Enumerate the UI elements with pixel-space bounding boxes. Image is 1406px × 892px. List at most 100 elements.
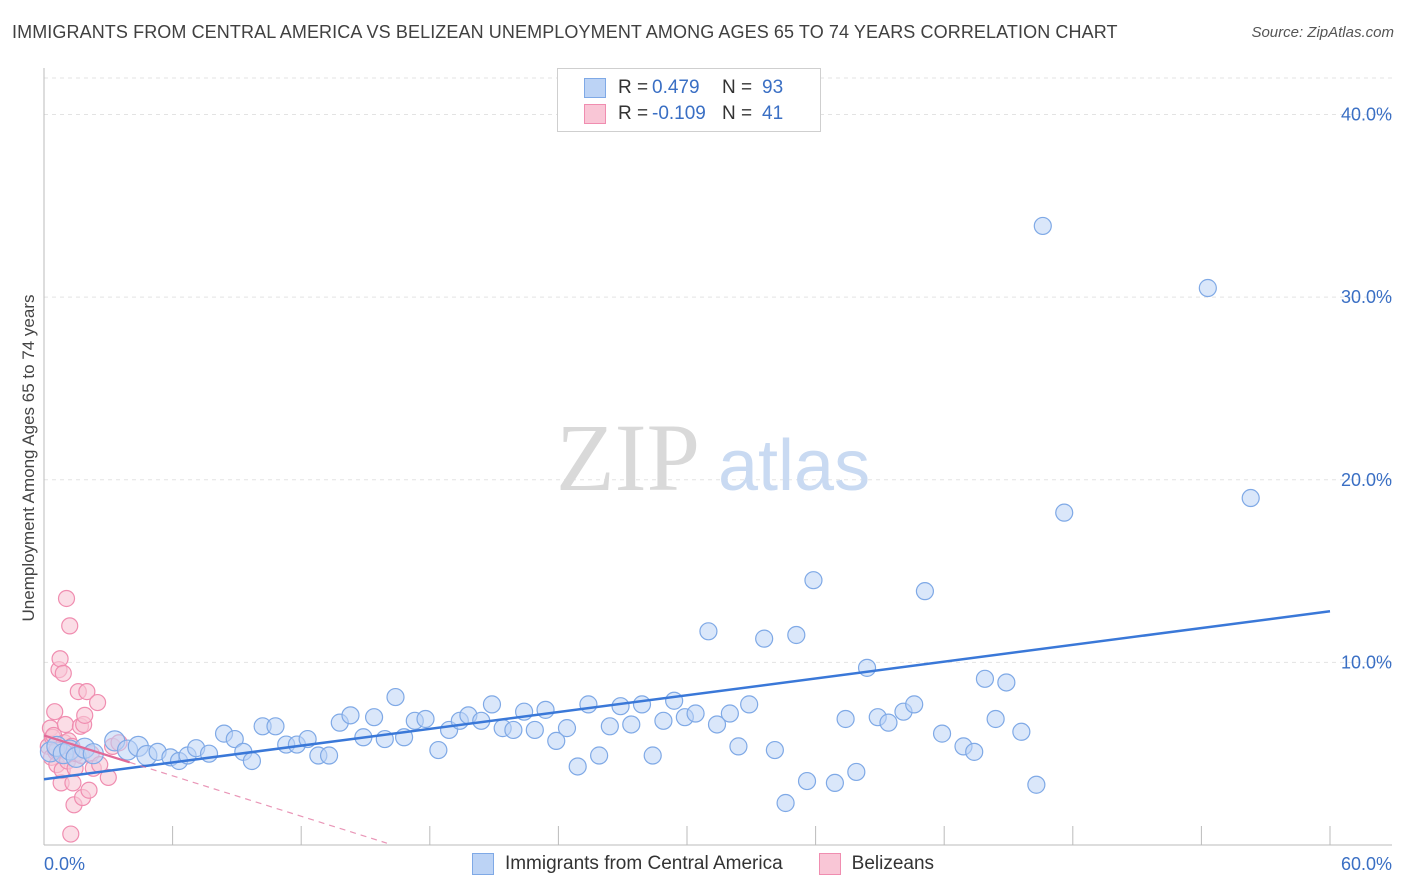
belizean-trend-line [43,734,131,764]
central-america-point [857,658,877,677]
central-america-point [557,719,577,738]
trend-lines [43,610,1331,844]
legend-item-central-america[interactable]: Immigrants from Central America [471,853,783,875]
legend-row-central-america: R = 0.479 N = 93 [584,77,783,99]
central-america-point [707,715,727,734]
central-america-point [699,622,718,641]
belizean-trend-extension [129,761,388,844]
central-america-trend-line [43,610,1331,781]
central-america-point [765,740,784,760]
central-america-point [965,742,984,761]
central-america-point [611,697,630,716]
central-america-point [879,713,898,732]
gridlines [44,77,1392,663]
belizean-point [78,682,96,701]
central-america-point [905,695,924,714]
central-america-points [39,216,1260,813]
central-america-point [720,704,739,723]
watermark-zip: ZIP [556,404,700,511]
central-america-point [568,757,587,776]
central-america-point [836,709,855,729]
legend-label-central-america: Immigrants from Central America [504,853,783,874]
belizean-point [46,703,64,721]
central-america-point [319,746,339,765]
central-america-point [975,669,995,688]
belizean-point [51,650,69,668]
central-america-point [547,731,566,751]
central-america-point [225,729,244,749]
legend-swatch-blue [471,853,494,875]
central-america-point [600,717,619,736]
central-america-point [1027,775,1046,794]
legend-label-belizeans: Belizeans [851,853,935,874]
belizean-point [99,768,117,787]
central-america-point [932,724,952,743]
central-america-point [804,571,823,590]
central-america-point [416,709,435,729]
central-america-point [787,625,806,645]
central-america-point [579,695,598,714]
central-america-point [429,740,448,760]
central-america-point [665,691,684,710]
belizeans-points [39,589,128,843]
central-america-point [242,751,262,771]
central-america-point [1012,722,1031,741]
legend-r-value: 0.479 [652,77,700,98]
central-america-point [1033,216,1052,236]
central-america-point [915,582,935,601]
central-america-point [776,793,795,813]
central-america-point [1198,278,1217,298]
y-tick-label: 30.0% [1341,287,1392,307]
central-america-point [825,773,844,793]
central-america-point [1055,503,1074,522]
central-america-point [797,771,817,791]
y-tick-label: 10.0% [1341,652,1392,672]
legend-r-label: R = [618,77,649,98]
central-america-point [482,695,502,714]
central-america-point [643,746,662,765]
watermark-atlas: atlas [718,426,870,506]
central-america-point [997,673,1016,692]
central-america-point [729,737,748,756]
legend-n-value: 41 [762,103,784,124]
belizean-point [56,715,75,734]
x-tick-label: 60.0% [1341,854,1392,874]
legend-n-value: 93 [762,77,784,98]
legend-n-label: N = [722,103,753,124]
central-america-point [654,711,673,730]
central-america-point [686,704,705,723]
central-america-point [341,706,360,725]
central-america-point [847,762,866,782]
legend-item-belizeans[interactable]: Belizeans [818,853,935,875]
belizean-point [88,693,107,712]
central-america-point [740,695,759,714]
legend-n-label: N = [722,77,753,98]
belizean-point [61,617,79,635]
y-tick-label: 20.0% [1341,470,1392,490]
legend-swatch-pink [584,104,606,124]
chart-title: IMMIGRANTS FROM CENTRAL AMERICA VS BELIZ… [12,22,1118,42]
y-tick-label: 40.0% [1341,105,1392,125]
central-america-point [986,709,1005,729]
legend-r-value: -0.109 [652,103,706,124]
x-tick-label: 0.0% [44,854,85,874]
central-america-point [632,695,652,714]
tick-labels: 10.0% 20.0% 30.0% 40.0% 0.0% 60.0% [44,105,1392,874]
central-america-point [622,715,641,734]
central-america-point [755,629,774,648]
axes [43,68,1392,846]
y-axis-label: Unemployment Among Ages 65 to 74 years [19,295,38,622]
central-america-point [364,708,384,727]
source-label: Source: ZipAtlas.com [1251,24,1394,41]
legend-swatch-pink [818,853,841,875]
legend-row-belizeans: R = -0.109 N = 41 [584,103,783,125]
belizean-point [76,706,94,724]
central-america-point [525,720,544,740]
legend-r-label: R = [618,103,649,124]
central-america-point [1241,488,1260,508]
belizean-point [54,664,72,682]
watermark: ZIP atlas [556,404,870,511]
legend-swatch-blue [584,78,606,98]
central-america-point [590,746,609,765]
